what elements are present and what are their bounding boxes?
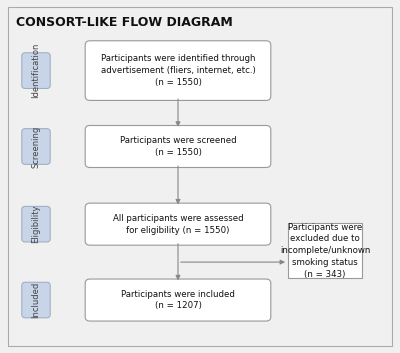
Text: CONSORT-LIKE FLOW DIAGRAM: CONSORT-LIKE FLOW DIAGRAM [16, 16, 233, 29]
Text: Identification: Identification [32, 43, 40, 98]
Text: Participants were
excluded due to
incomplete/unknown
smoking status
(n = 343): Participants were excluded due to incomp… [280, 222, 370, 279]
FancyBboxPatch shape [22, 206, 50, 242]
Text: Participants were included
(n = 1207): Participants were included (n = 1207) [121, 290, 235, 310]
FancyBboxPatch shape [22, 282, 50, 318]
Text: Participants were identified through
advertisement (fliers, internet, etc.)
(n =: Participants were identified through adv… [101, 54, 255, 87]
Text: Participants were screened
(n = 1550): Participants were screened (n = 1550) [120, 136, 236, 157]
FancyBboxPatch shape [85, 203, 271, 245]
Text: Screening: Screening [32, 125, 40, 168]
FancyBboxPatch shape [288, 223, 362, 278]
FancyBboxPatch shape [22, 53, 50, 88]
FancyBboxPatch shape [85, 279, 271, 321]
Text: Eligibility: Eligibility [32, 205, 40, 244]
FancyBboxPatch shape [22, 129, 50, 164]
FancyBboxPatch shape [85, 41, 271, 100]
FancyBboxPatch shape [85, 125, 271, 168]
Text: Included: Included [32, 282, 40, 318]
Text: All participants were assessed
for eligibility (n = 1550): All participants were assessed for eligi… [113, 214, 243, 234]
